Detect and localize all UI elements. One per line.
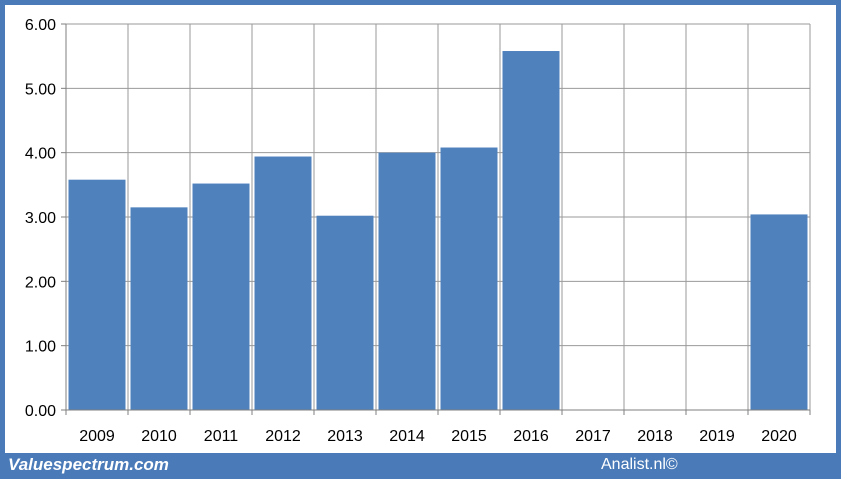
bar-2015 bbox=[440, 147, 498, 410]
bar-2016 bbox=[502, 51, 560, 411]
x-tick-label: 2016 bbox=[513, 428, 549, 445]
y-tick-label: 3.00 bbox=[25, 210, 56, 227]
label-layer: 0.00 1.00 2.00 3.00 4.00 5.00 6.00 2009 2010 2011… bbox=[25, 17, 797, 445]
x-tick-label: 2013 bbox=[327, 428, 363, 445]
x-tick-label: 2019 bbox=[699, 428, 735, 445]
x-tick-label: 2011 bbox=[204, 428, 239, 445]
x-tick-label: 2010 bbox=[141, 428, 177, 445]
bar-2012 bbox=[254, 156, 312, 410]
y-tick-label: 0.00 bbox=[25, 403, 56, 420]
footer-credit-label: Analist.nl© bbox=[601, 456, 678, 473]
bar-layer bbox=[68, 51, 808, 411]
axis-layer bbox=[61, 23, 811, 415]
x-tick-label: 2018 bbox=[637, 428, 673, 445]
footer-site-label: Valuespectrum.com bbox=[8, 455, 169, 474]
bar-2010 bbox=[130, 207, 188, 410]
x-tick-label: 2012 bbox=[265, 428, 301, 445]
y-tick-label: 5.00 bbox=[25, 81, 56, 98]
x-tick-label: 2014 bbox=[389, 428, 425, 445]
y-tick-label: 6.00 bbox=[25, 17, 56, 34]
x-tick-label: 2017 bbox=[575, 428, 611, 445]
bar-2020 bbox=[750, 214, 808, 410]
bar-2014 bbox=[378, 152, 436, 410]
x-tick-label: 2009 bbox=[79, 428, 115, 445]
y-tick-label: 2.00 bbox=[25, 274, 56, 291]
y-tick-label: 4.00 bbox=[25, 146, 56, 163]
x-tick-label: 2020 bbox=[761, 428, 797, 445]
bar-2013 bbox=[316, 215, 374, 410]
bar-2009 bbox=[68, 179, 126, 410]
bar-2011 bbox=[192, 183, 250, 410]
y-tick-label: 1.00 bbox=[25, 339, 56, 356]
x-tick-label: 2015 bbox=[451, 428, 487, 445]
